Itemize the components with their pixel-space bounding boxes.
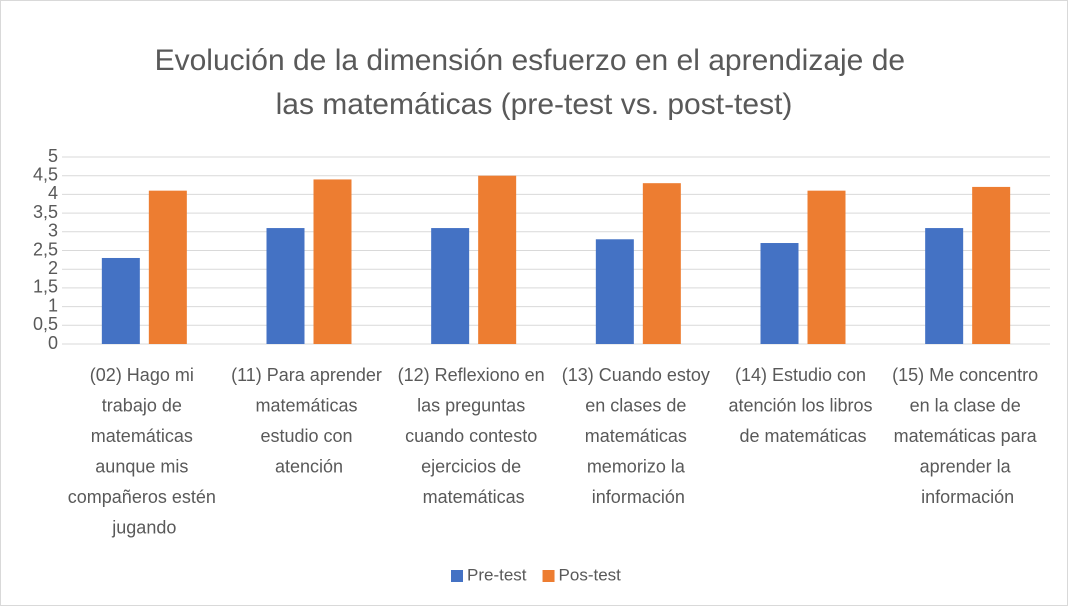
y-tick-label: 4 <box>48 183 58 203</box>
bar <box>925 228 964 344</box>
y-tick-label: 5 <box>48 146 58 166</box>
bar <box>642 183 681 344</box>
bar <box>760 243 799 344</box>
y-tick-label: 1,5 <box>33 277 58 297</box>
x-tick-label: (02) Hago mi trabajo de matemáticas aunq… <box>68 365 221 538</box>
bar <box>313 179 352 344</box>
bar <box>431 228 470 344</box>
bar <box>595 239 634 344</box>
legend-swatch <box>542 570 555 582</box>
y-tick-label: 0 <box>48 333 58 353</box>
x-tick-label: (14) Estudio con atención los libros de … <box>728 365 877 446</box>
x-tick-label: (11) Para aprender matemáticas estudio c… <box>231 365 387 477</box>
x-tick-label: (12) Reflexiono en las preguntas cuando … <box>398 365 550 507</box>
y-tick-label: 1 <box>48 295 58 315</box>
legend-label: Pre-test <box>467 565 527 584</box>
bar <box>807 190 846 344</box>
chart-title: Evolución de la dimensión esfuerzo en el… <box>155 44 914 121</box>
y-tick-label: 2 <box>48 258 58 278</box>
bar <box>148 190 187 344</box>
bar <box>266 228 305 344</box>
y-tick-label: 2,5 <box>33 239 58 259</box>
bar <box>972 186 1011 344</box>
y-tick-label: 4,5 <box>33 164 58 184</box>
x-tick-label: (13) Cuando estoy en clases de matemátic… <box>562 365 715 507</box>
legend-label: Pos-test <box>559 565 622 584</box>
bar <box>478 175 517 344</box>
y-tick-label: 3,5 <box>33 202 58 222</box>
bar <box>101 257 140 344</box>
x-tick-label: (15) Me concentro en la clase de matemát… <box>892 365 1043 507</box>
y-tick-label: 0,5 <box>33 314 58 334</box>
legend-swatch <box>451 570 463 582</box>
y-tick-label: 3 <box>48 221 58 241</box>
